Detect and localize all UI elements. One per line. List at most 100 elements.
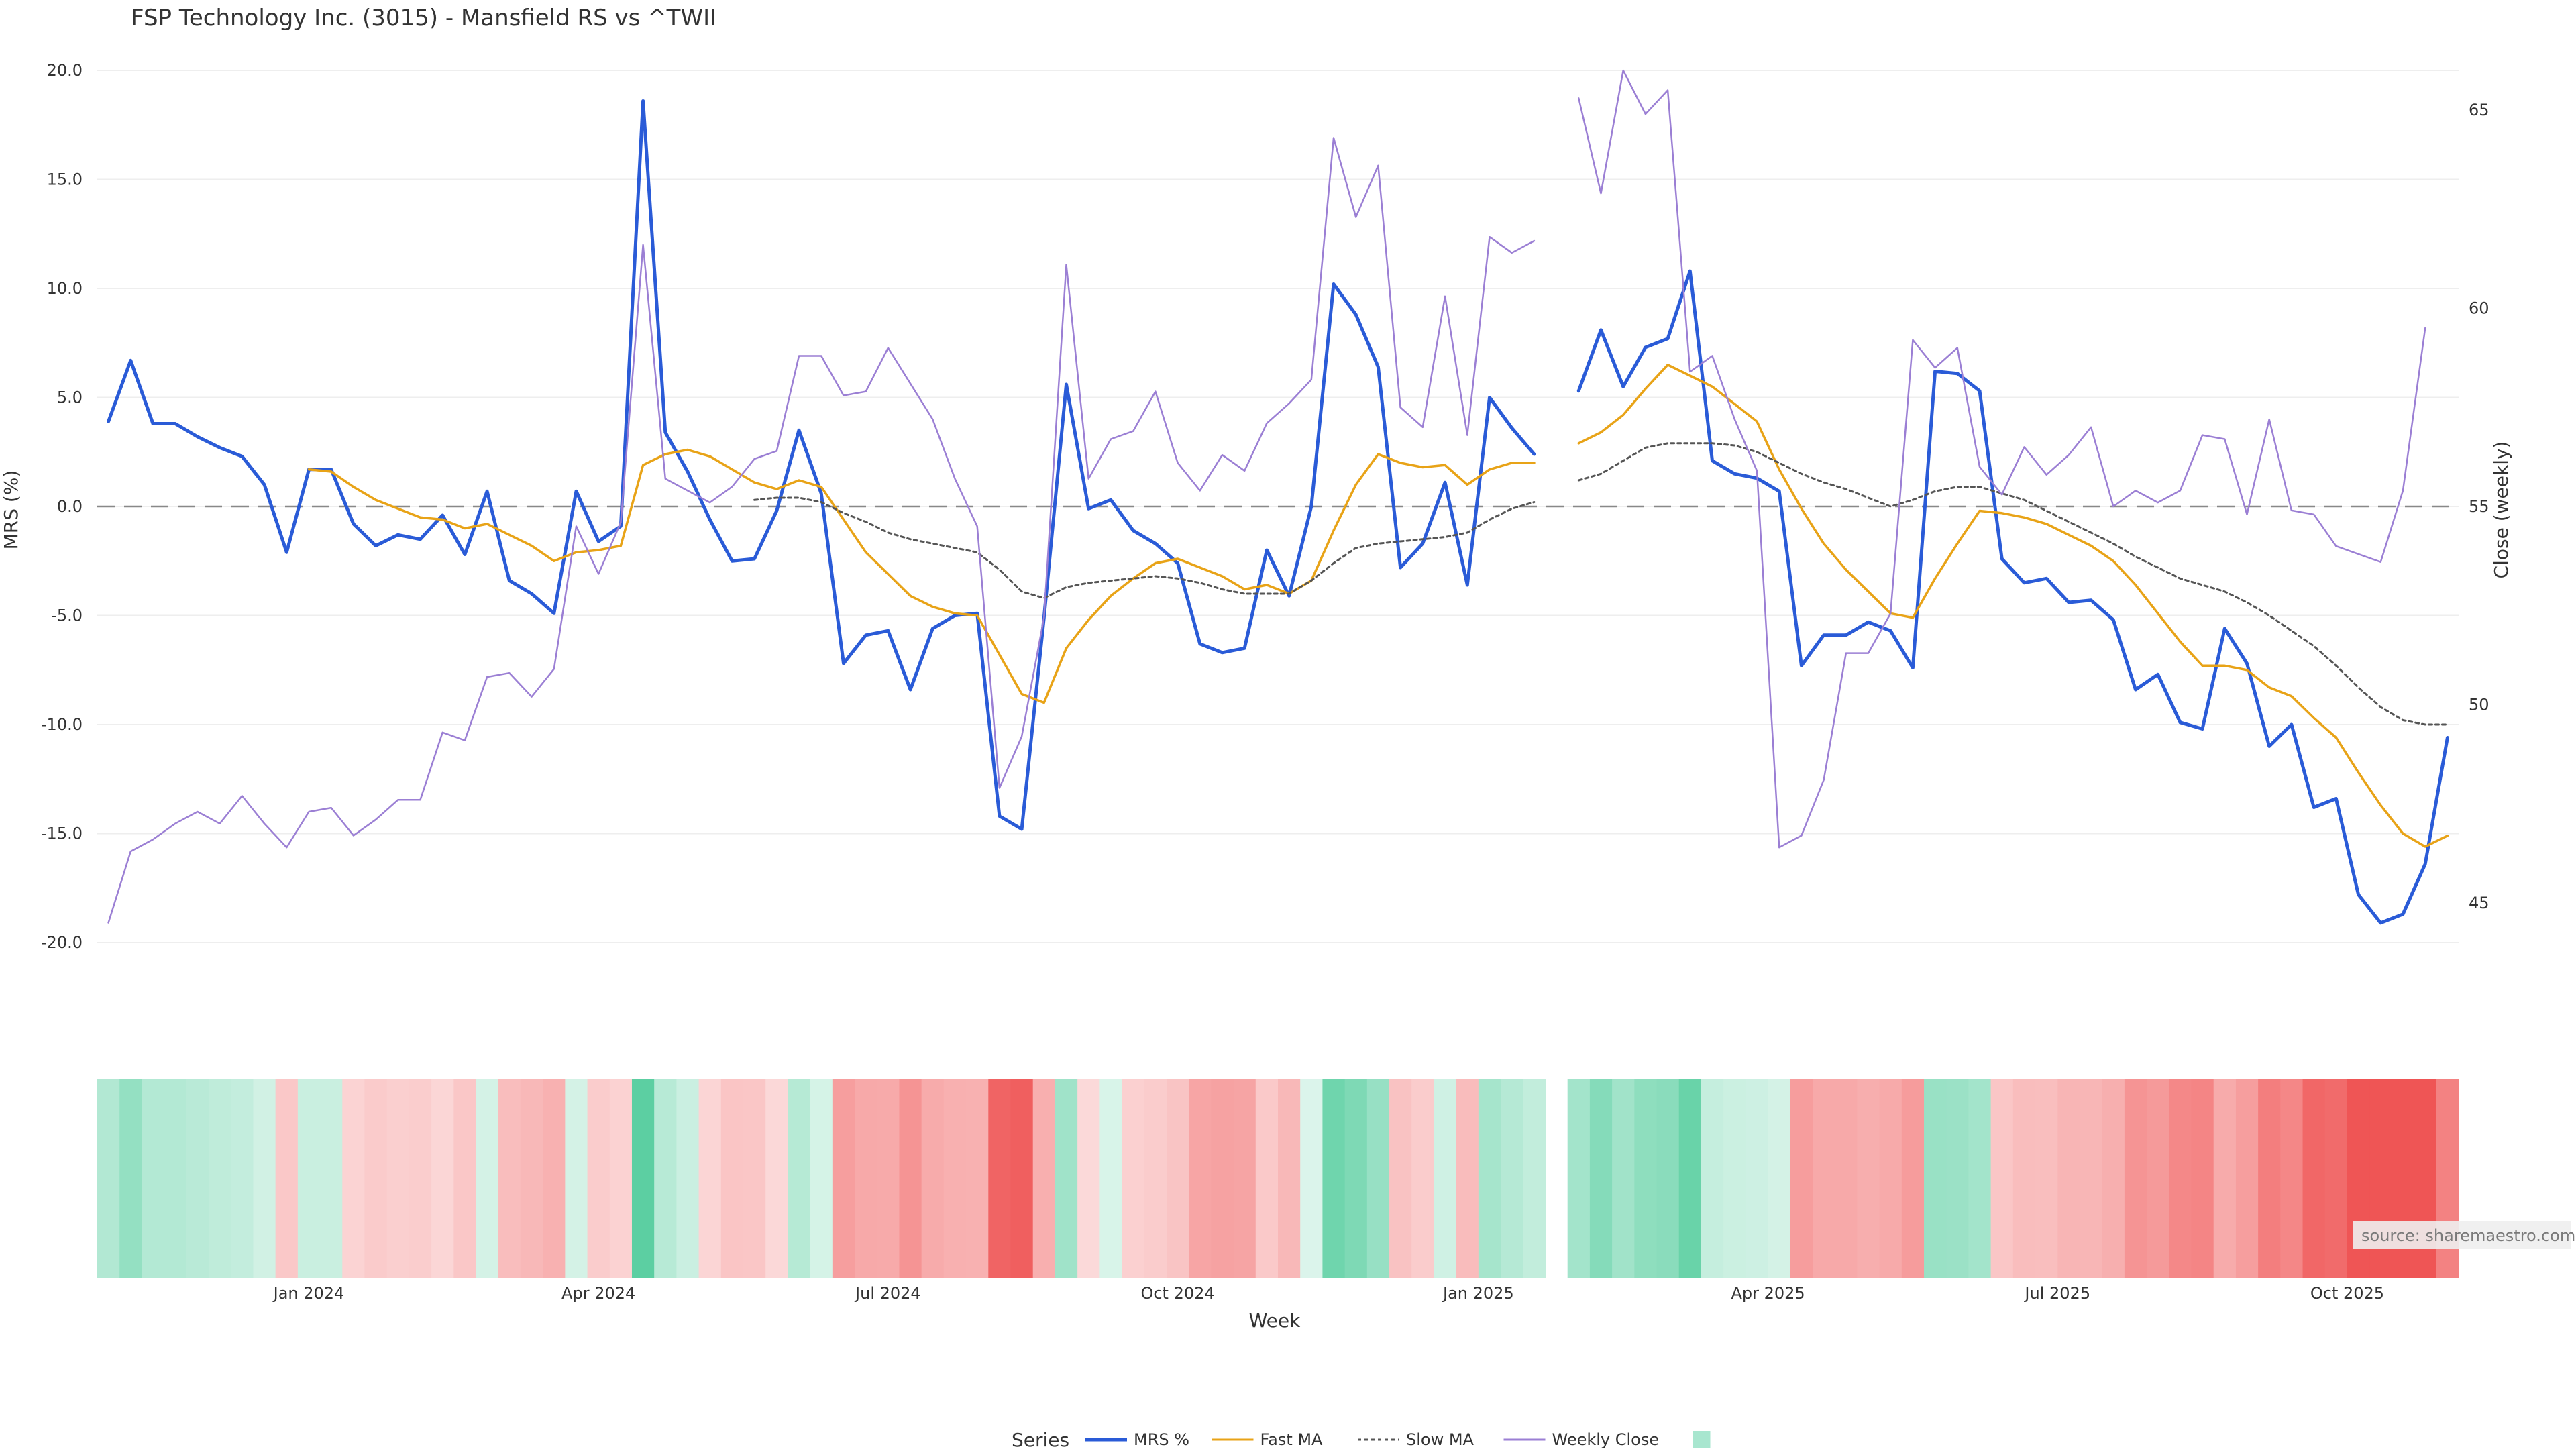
series-line-segment [753,496,1536,599]
series-layer [107,69,2449,925]
heatmap-cell [743,1079,766,1278]
heatmap-cell [1523,1079,1546,1278]
series-line-segment [1577,442,2449,726]
x-tick-label: Apr 2025 [1731,1284,1805,1303]
heatmap-cell [2012,1079,2036,1278]
heatmap-cell [2124,1079,2147,1278]
heatmap-cell [720,1079,744,1278]
heatmap-cell [1946,1079,1970,1278]
heatmap-cell [1857,1079,1880,1278]
heatmap-cell [1389,1079,1412,1278]
series-line-segment [1576,269,2449,925]
heatmap-cell [1612,1079,1635,1278]
heatmap-cell [1812,1079,1835,1278]
heatmap-cell [1366,1079,1390,1278]
heatmap-cell [297,1079,321,1278]
heatmap-cell [2080,1079,2103,1278]
heatmap-cell [1924,1079,1947,1278]
y-right-tick-label: 55 [2469,497,2489,516]
heatmap-cell [1010,1079,1034,1278]
y-right-tick-label: 45 [2469,894,2489,912]
heatmap-cell [97,1079,120,1278]
heatmap-cell [1434,1079,1457,1278]
heatmap-cell [676,1079,700,1278]
y-right-tick-label: 50 [2469,695,2489,714]
heatmap-cell [231,1079,254,1278]
heatmap-cell [1901,1079,1925,1278]
heatmap-cell [654,1079,677,1278]
heatmap-cell [765,1079,789,1278]
heatmap-cell [320,1079,343,1278]
legend-heatmap-swatch [1693,1431,1711,1448]
tick-labels: 20.0 15.0 10.0 5.0 0.0 -5.0 -10.0 -15.0 -20.0 65 6… [41,61,2489,1303]
y-axis-left-label: MRS (%) [0,470,22,550]
heatmap-cell [2057,1079,2081,1278]
heatmap-strip [97,1079,2459,1278]
x-tick-label: Jul 2024 [854,1284,921,1303]
heatmap-cell [2324,1079,2348,1278]
heatmap-cell [1501,1079,1523,1278]
heatmap-cell [966,1079,989,1278]
y-left-tick-label: 10.0 [47,279,83,298]
x-tick-label: Jul 2025 [2023,1284,2090,1303]
heatmap-cell [2235,1079,2259,1278]
heatmap-cell [1322,1079,1346,1278]
heatmap-cell [386,1079,410,1278]
heatmap-cell [409,1079,432,1278]
heatmap-cell [1166,1079,1189,1278]
series-line-segment [1578,69,2426,849]
legend-item-label: Fast MA [1260,1430,1324,1449]
heatmap-cell [921,1079,945,1278]
legend-item-label: Weekly Close [1552,1430,1660,1449]
heatmap-cell [1990,1079,2014,1278]
heatmap-cell [498,1079,521,1278]
source-text: source: sharemaestro.com [2361,1226,2575,1245]
heatmap-cell [1189,1079,1212,1278]
heatmap-cell [832,1079,855,1278]
series-line-segment [307,448,1536,704]
heatmap-cell [543,1079,566,1278]
y-left-tick-label: -5.0 [51,606,83,625]
y-left-tick-label: 0.0 [57,497,83,516]
heatmap-cell [943,1079,967,1278]
heatmap-cell [2258,1079,2281,1278]
heatmap-cell [1211,1079,1234,1278]
heatmap-cell [855,1079,877,1278]
heatmap-cell [1344,1079,1368,1278]
heatmap-cell [1144,1079,1167,1278]
legend-title: Series [1012,1429,1069,1449]
heatmap-cell [2191,1079,2214,1278]
heatmap-cell [1656,1079,1680,1278]
heatmap-cell [342,1079,366,1278]
y-left-tick-label: -15.0 [41,824,83,843]
legend-item-label: Slow MA [1406,1430,1474,1449]
heatmap-cell [899,1079,922,1278]
heatmap-cell [631,1079,655,1278]
heatmap-cell [1968,1079,1992,1278]
y-right-tick-label: 65 [2469,101,2489,119]
heatmap-cell [1233,1079,1256,1278]
heatmap-cell [2169,1079,2192,1278]
heatmap-cell [1099,1079,1123,1278]
x-tick-label: Oct 2024 [1140,1284,1214,1303]
heatmap-cell [1589,1079,1613,1278]
heatmap-cell [364,1079,388,1278]
heatmap-cell [2213,1079,2237,1278]
source-background [2353,1221,2571,1249]
source-annotation: source: sharemaestro.com [2353,1221,2575,1249]
heatmap-cell [1478,1079,1501,1278]
heatmap-cell [1723,1079,1746,1278]
heatmap-cell [2102,1079,2125,1278]
series-fast-ma [307,364,2449,848]
x-axis-label: Week [1249,1309,1301,1332]
heatmap-cell [431,1079,454,1278]
heatmap-cell [186,1079,209,1278]
y-left-tick-label: 20.0 [47,61,83,80]
grid-layer [97,70,2459,943]
heatmap-cell [788,1079,811,1278]
series-slow-ma [753,442,2449,726]
heatmap-cell [1701,1079,1724,1278]
legend-item-label: MRS % [1134,1430,1189,1449]
heatmap-cell [1122,1079,1145,1278]
